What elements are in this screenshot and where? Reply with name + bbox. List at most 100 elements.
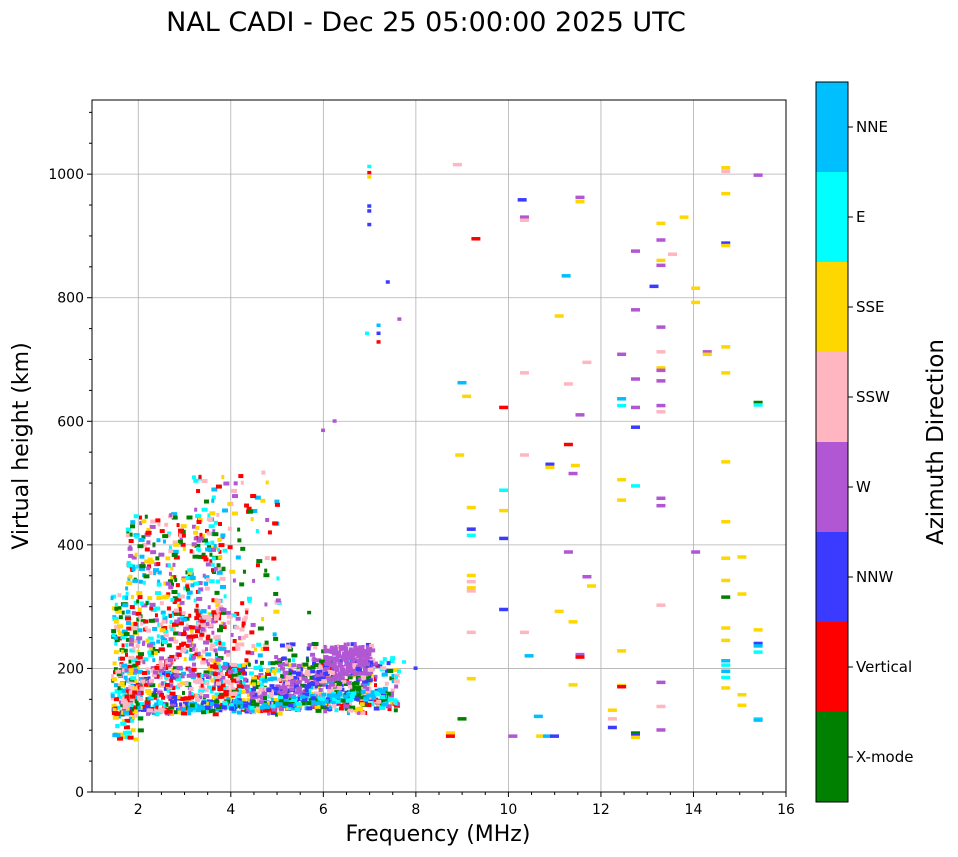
echo-mark [125,689,130,694]
x-axis-label: Frequency (MHz) [346,822,531,847]
echo-mark [286,688,292,693]
echo-mark [219,607,225,612]
echo-mark [219,683,226,688]
echo-mark [343,671,349,676]
echo-mark [205,562,211,567]
echo-mark [368,680,372,685]
echo-mark [323,709,328,714]
echo-mark [348,674,352,679]
echo-marks [110,162,763,742]
echo-mark [196,654,203,659]
echo-mark [123,725,130,730]
colorbar-segment [816,622,848,712]
echo-mark [187,667,193,672]
echo-mark [125,586,129,591]
echo-mark [221,675,226,680]
echo-mark [218,640,222,645]
echo-mark [367,204,372,208]
echo-mark [203,670,210,675]
echo-mark [215,679,220,684]
echo-mark [194,652,201,657]
echo-mark [353,681,360,686]
echo-mark [184,682,189,687]
echo-mark [141,603,148,608]
echo-mark [178,528,185,533]
echo-mark [737,592,747,596]
echo-mark [272,632,277,637]
echo-mark [153,695,157,700]
echo-mark [347,661,353,666]
echo-mark [118,668,125,673]
echo-mark [329,670,335,675]
echo-mark [335,673,341,678]
echo-mark [129,532,133,537]
echo-mark [369,647,373,652]
echo-mark [212,712,219,717]
y-axis-label: Virtual height (km) [9,342,34,549]
echo-mark [161,619,167,624]
echo-mark [244,633,249,638]
echo-mark [291,653,298,658]
echo-mark [336,644,340,649]
echo-mark [152,670,158,675]
echo-mark [209,689,214,694]
echo-mark [374,683,378,688]
echo-mark [137,607,142,612]
echo-mark [133,684,138,689]
echo-mark [220,625,227,630]
echo-mark [239,627,245,632]
echo-mark [211,695,217,700]
echo-mark [350,642,357,647]
echo-mark [575,199,585,204]
echo-mark [354,671,360,676]
echo-mark [157,570,162,575]
echo-mark [214,699,220,704]
echo-mark [656,680,666,685]
echo-mark [148,678,154,683]
echo-mark [251,676,258,681]
echo-mark [617,397,627,401]
echo-mark [617,403,627,408]
echo-mark [221,705,227,710]
echo-mark [222,665,229,670]
echo-mark [176,597,182,602]
echo-mark [385,280,390,284]
echo-mark [122,710,129,715]
echo-mark [363,656,368,661]
echo-mark [255,685,259,690]
echo-mark [131,715,135,720]
echo-mark [184,696,191,701]
echo-mark [122,707,128,712]
echo-mark [179,600,185,605]
echo-mark [289,642,296,647]
echo-mark [310,669,316,674]
echo-mark [631,249,641,253]
echo-mark [366,676,370,681]
echo-mark [238,635,242,640]
echo-mark [142,660,146,665]
echo-mark [721,191,731,196]
echo-mark [226,686,230,691]
echo-mark [113,667,118,672]
echo-mark [309,693,315,698]
echo-mark [236,679,241,684]
echo-mark [162,703,167,708]
echo-mark [178,631,182,636]
echo-mark [466,573,476,578]
echo-mark [158,692,164,697]
echo-mark [195,603,199,608]
echo-mark [206,685,211,690]
echo-mark [204,621,210,626]
echo-mark [334,665,338,670]
echo-mark [111,674,115,679]
echo-mark [631,733,641,737]
echo-mark [125,621,131,626]
echo-mark [131,639,138,644]
echo-mark [519,453,529,457]
echo-mark [120,703,124,708]
echo-mark [205,547,212,552]
echo-mark [300,694,306,699]
echo-mark [249,710,253,715]
echo-mark [343,704,350,709]
echo-mark [170,566,174,571]
